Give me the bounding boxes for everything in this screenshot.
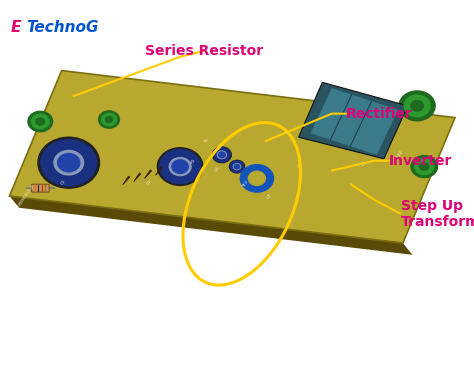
Circle shape [54,151,83,175]
Circle shape [105,116,113,123]
Polygon shape [134,173,141,181]
Text: Series Resistor: Series Resistor [145,44,263,58]
Polygon shape [123,176,130,185]
Circle shape [411,156,438,178]
Text: R1: R1 [190,157,197,164]
Circle shape [419,163,429,171]
Text: Rectifier: Rectifier [346,107,413,121]
Circle shape [247,167,260,178]
Text: T1: T1 [203,138,210,145]
Circle shape [217,151,227,159]
Text: C8: C8 [298,162,304,169]
Circle shape [219,152,225,158]
Text: C10: C10 [396,149,405,158]
Circle shape [230,161,244,172]
Polygon shape [145,170,152,178]
Circle shape [399,91,435,121]
Circle shape [157,148,203,185]
Polygon shape [155,167,163,175]
Text: Inverter: Inverter [389,154,452,168]
Circle shape [251,171,256,174]
Circle shape [240,165,273,192]
Circle shape [404,95,430,116]
Text: TechnoG: TechnoG [26,20,99,34]
Text: C1: C1 [61,179,67,186]
Circle shape [233,163,241,170]
Circle shape [36,118,45,125]
Polygon shape [9,71,455,243]
Text: C7: C7 [266,192,273,200]
Polygon shape [299,82,408,159]
Circle shape [229,160,245,173]
Circle shape [172,160,188,173]
Circle shape [415,159,434,174]
Circle shape [247,167,260,178]
Circle shape [250,170,257,175]
Text: Step Up
Transformer: Step Up Transformer [401,198,474,229]
Circle shape [38,137,100,188]
Circle shape [41,140,97,186]
FancyBboxPatch shape [31,184,49,192]
Circle shape [101,113,117,126]
Text: E: E [10,20,21,34]
Polygon shape [310,88,398,155]
Circle shape [160,150,201,183]
Circle shape [234,164,240,169]
Circle shape [212,147,231,163]
Circle shape [248,171,265,185]
Text: C9: C9 [217,143,224,151]
Circle shape [213,148,230,162]
Text: C5: C5 [146,178,153,185]
Polygon shape [9,196,412,255]
Circle shape [411,101,423,111]
Text: C6: C6 [214,166,220,173]
Circle shape [99,111,119,128]
Circle shape [31,114,49,129]
Text: D1: D1 [361,159,367,166]
Circle shape [58,154,80,172]
Text: GREBI201-0: GREBI201-0 [17,184,35,208]
Text: TF2: TF2 [242,180,249,189]
Circle shape [169,158,191,176]
Circle shape [28,111,53,132]
